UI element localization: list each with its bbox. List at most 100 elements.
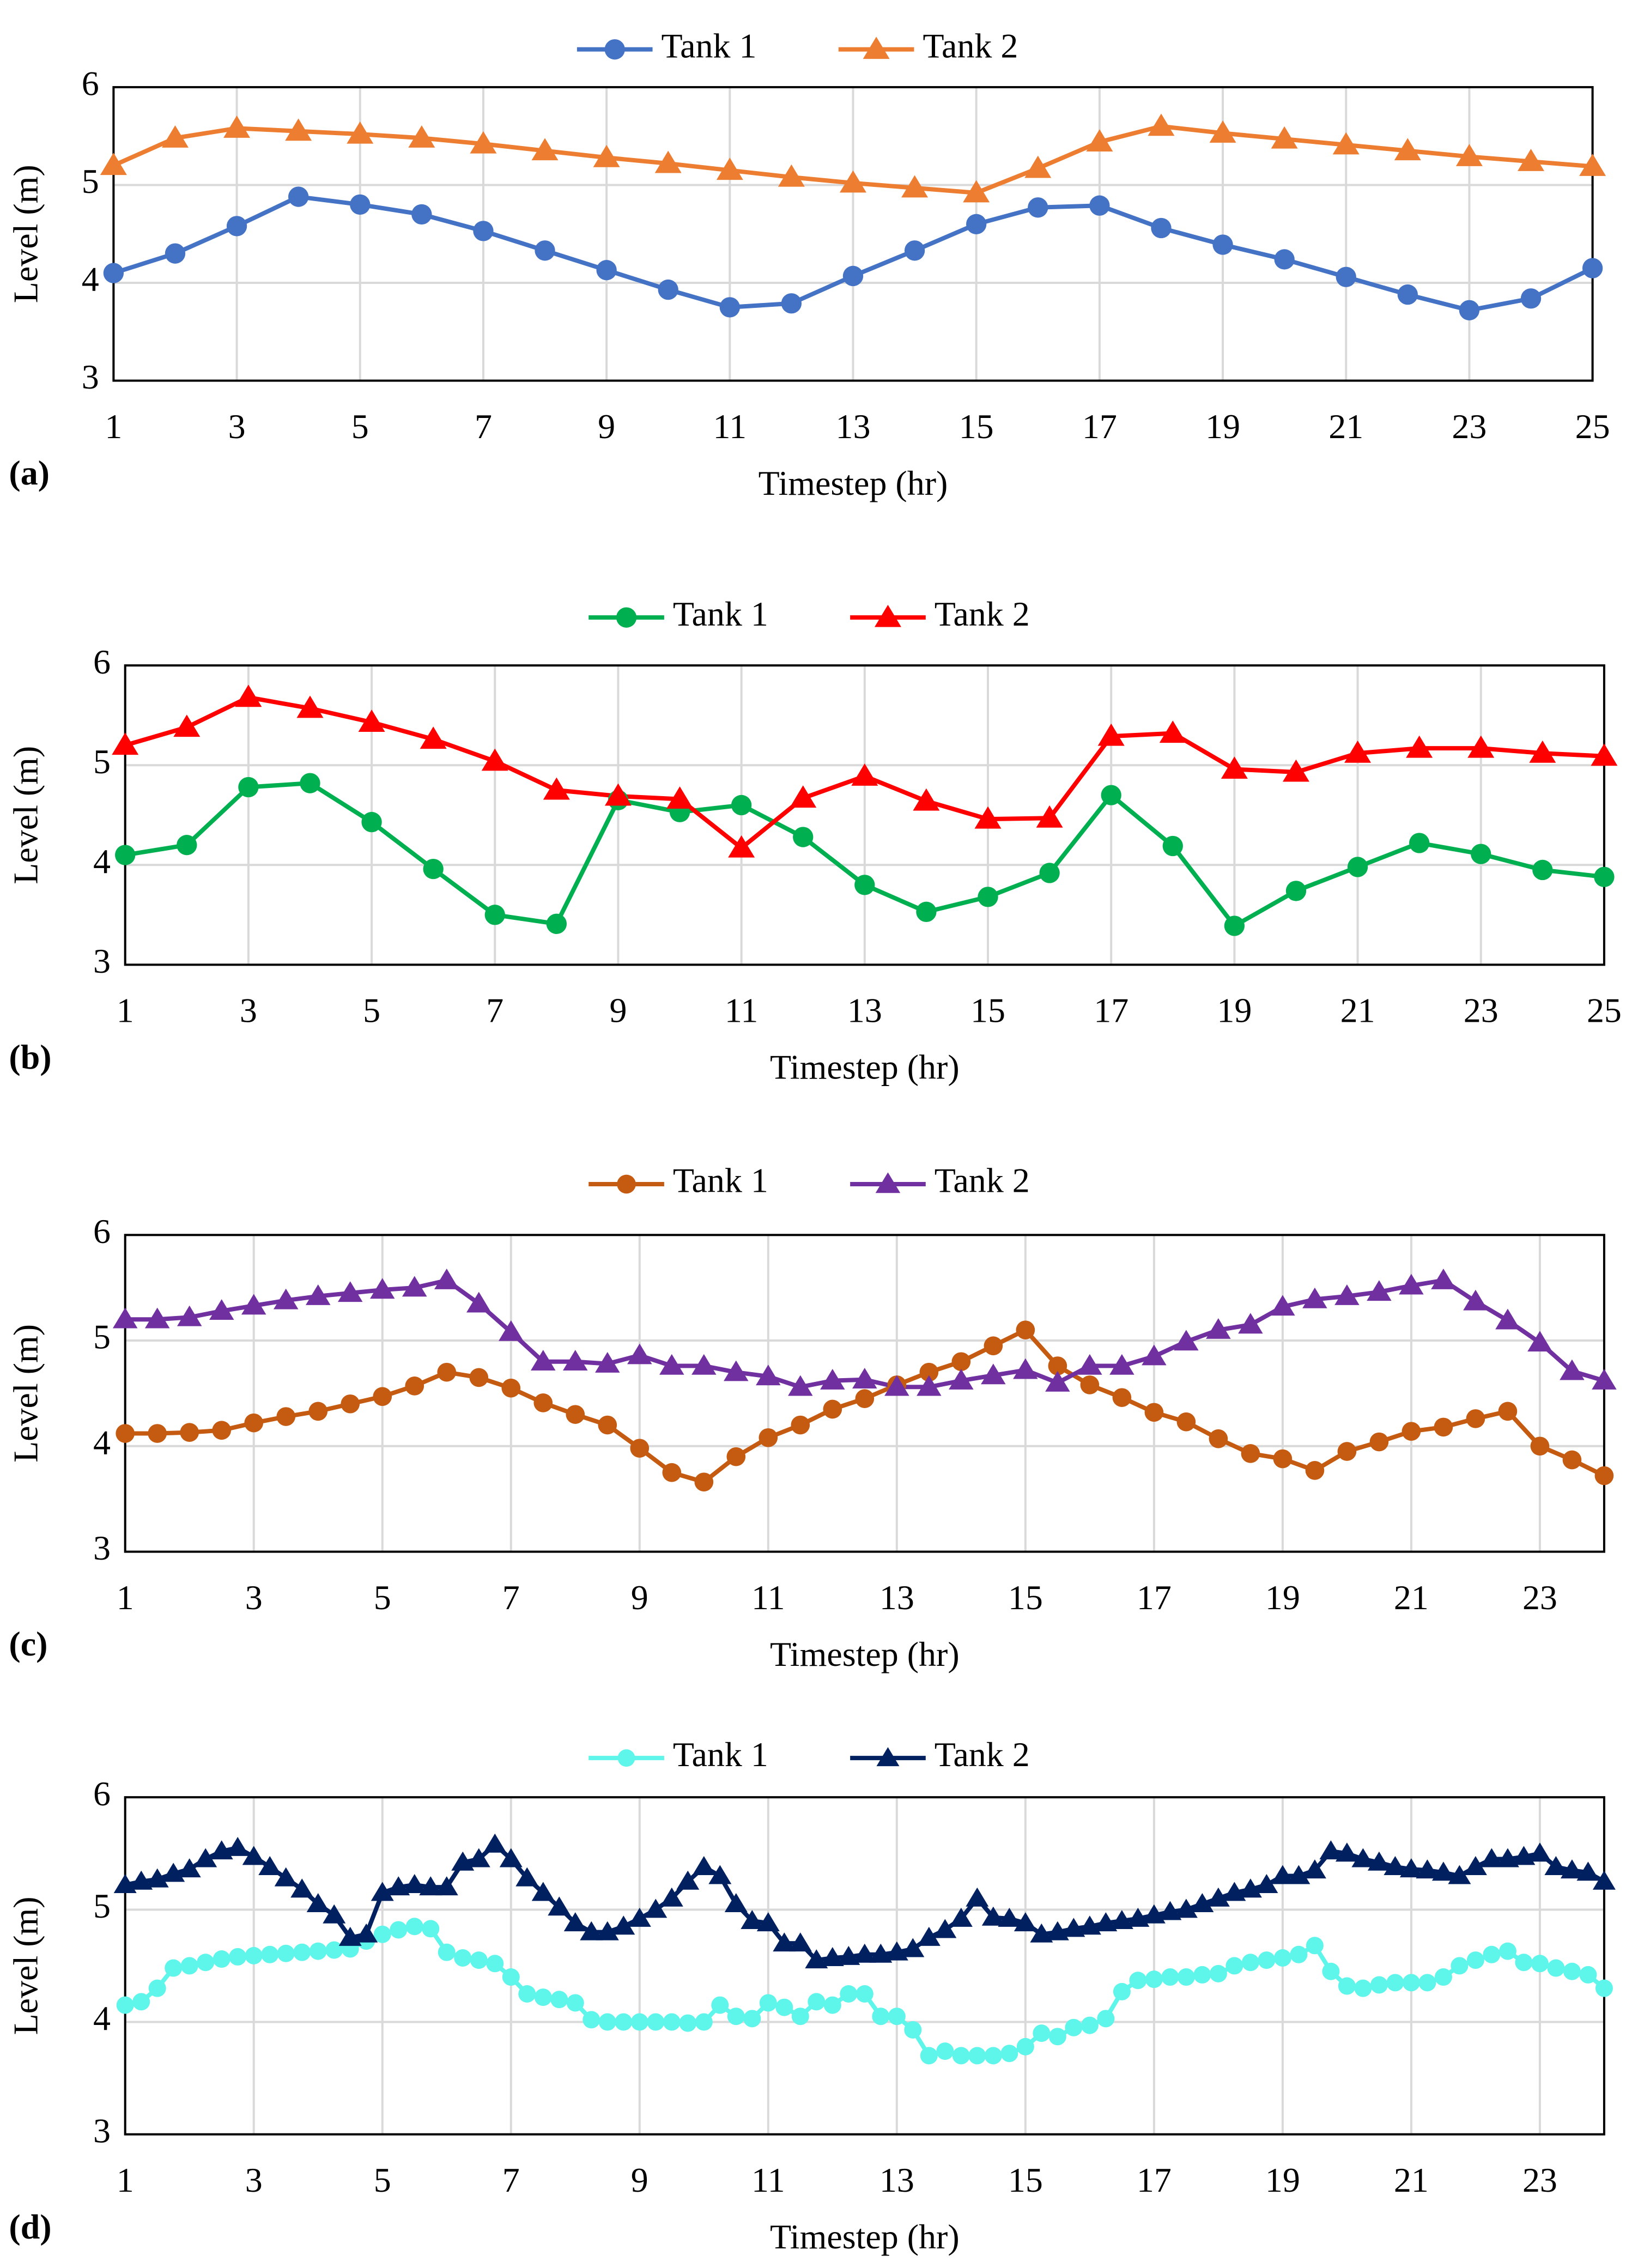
marker [1094,1912,1118,1932]
y-tick-label: 5 [93,1318,111,1356]
marker [663,2013,681,2031]
marker [1110,1909,1133,1929]
marker [566,1994,584,2012]
marker [132,1993,150,2011]
marker [534,1988,552,2006]
marker [213,1950,230,1968]
marker [238,777,259,798]
x-tick-label: 7 [502,1578,520,1617]
y-tick-label: 5 [93,742,111,781]
marker [1595,1979,1613,1997]
marker [1209,120,1236,143]
marker [805,1949,828,1969]
marker [1159,720,1186,743]
marker [660,1887,683,1907]
marker [355,1923,378,1943]
marker [598,1415,617,1435]
x-tick-label: 23 [1522,2161,1557,2199]
marker [840,1985,858,2003]
marker [277,1944,295,1962]
marker [296,695,324,718]
marker [245,1946,263,1964]
panel-label: (a) [9,453,50,492]
y-tick-label: 4 [93,1423,111,1462]
marker [1097,723,1125,746]
y-axis-label: Level (m) [6,1896,45,2035]
marker [872,2008,890,2026]
marker [1467,735,1495,758]
marker [387,1876,410,1896]
marker [350,194,371,215]
x-tick-label: 9 [598,407,615,446]
marker [627,1343,652,1365]
marker [951,1352,971,1372]
y-tick-label: 6 [82,64,99,103]
marker [499,1848,523,1867]
marker [856,1985,873,2003]
panel-label: (d) [9,2207,51,2246]
marker [403,1873,426,1893]
x-axis-label: Timestep (hr) [770,1635,960,1673]
marker [473,221,494,241]
marker [467,1848,490,1867]
marker [1520,288,1542,309]
x-tick-label: 3 [245,1578,263,1617]
marker [1193,1966,1211,1984]
x-tick-label: 15 [1008,2161,1043,2199]
marker [563,1350,588,1371]
marker [438,1943,456,1961]
marker [361,811,382,833]
marker [1097,2010,1115,2028]
marker [1579,154,1606,176]
marker [531,138,559,161]
marker [1282,759,1309,782]
x-tick-label: 7 [502,2161,520,2199]
marker [756,1912,780,1932]
y-tick-label: 4 [82,260,99,299]
marker [963,180,990,203]
marker [197,1954,215,1972]
marker [1459,300,1480,320]
marker [1351,1848,1375,1867]
marker [1287,1865,1311,1884]
marker [855,1389,875,1408]
marker [209,1299,234,1320]
marker [888,2008,906,2026]
marker [499,1320,524,1341]
marker [1238,1313,1263,1334]
marker [1418,1974,1436,1992]
marker [659,1354,684,1375]
x-tick-label: 11 [713,407,747,446]
x-tick-label: 17 [1082,407,1117,446]
marker [1048,2028,1066,2046]
marker [502,1968,520,1986]
marker [1080,1375,1100,1394]
legend-marker [617,1174,636,1194]
marker [823,1996,841,2014]
marker [1024,155,1052,178]
marker [981,1906,1005,1926]
marker [1145,1970,1163,1988]
marker [1399,1858,1423,1878]
marker [580,1921,603,1940]
marker [180,1423,199,1442]
marker [726,1447,746,1466]
x-tick-label: 11 [725,991,759,1030]
marker [244,1413,264,1433]
y-tick-label: 3 [93,942,111,980]
marker [1402,1422,1421,1441]
marker [178,1858,201,1878]
marker [919,1362,939,1382]
marker [981,1363,1006,1385]
marker [1480,1848,1503,1867]
marker [966,214,987,234]
x-axis-label: Timestep (hr) [770,1048,960,1087]
marker [469,1368,489,1387]
marker [1547,1959,1565,1977]
marker [593,144,620,167]
x-tick-label: 23 [1464,991,1498,1030]
